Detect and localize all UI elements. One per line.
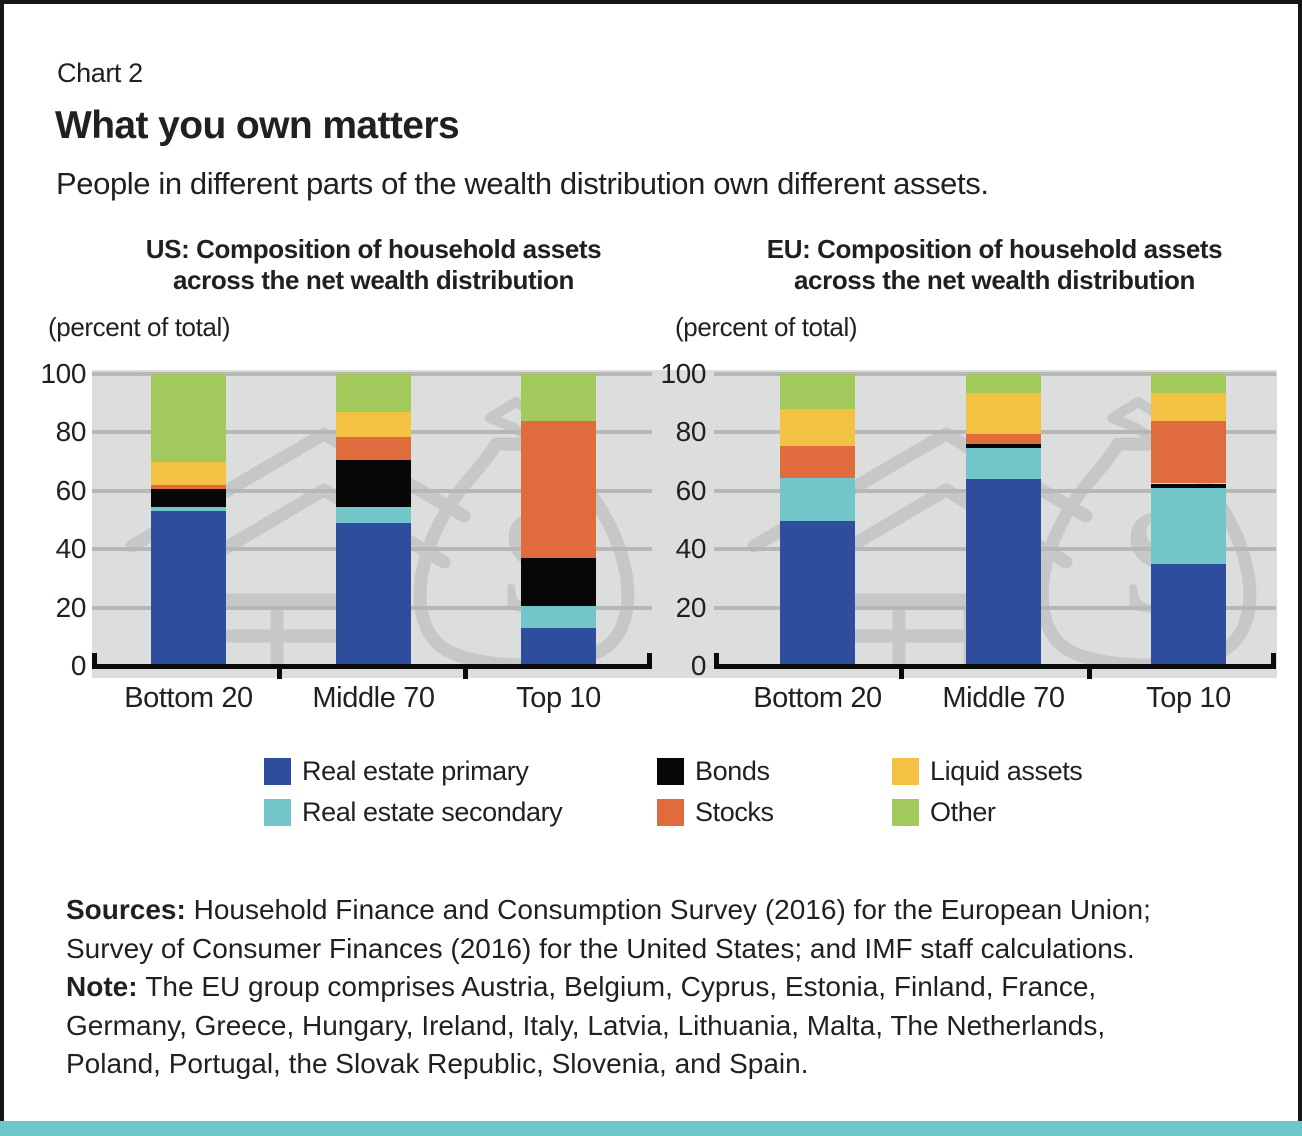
bar-segment-us-1-stocks <box>336 436 411 461</box>
bar-segment-us-2-real-estate-secondary <box>521 606 596 629</box>
legend-label-stocks: Stocks <box>695 797 774 827</box>
note-line: Note: The EU group comprises Austria, Be… <box>66 971 1097 1002</box>
bar-segment-eu-0-stocks <box>780 445 855 478</box>
figure-title: What you own matters <box>55 104 460 147</box>
bar-segment-eu-2-real-estate-secondary <box>1151 487 1226 564</box>
bar-segment-us-1-real-estate-secondary <box>336 506 411 523</box>
x-axis-right-end <box>647 653 652 669</box>
us-panel-title-line1: US: Composition of household assets <box>145 234 602 264</box>
y-tick-label-80: 80 <box>675 416 707 448</box>
y-tick-label-80: 80 <box>55 416 87 448</box>
x-category-label-top-10: Top 10 <box>516 682 601 714</box>
bar-segment-eu-0-real-estate-secondary <box>780 477 855 522</box>
x-category-label-top-10: Top 10 <box>1146 682 1231 714</box>
y-tick-label-60: 60 <box>675 474 707 506</box>
y-tick-label-20: 20 <box>675 591 707 623</box>
y-tick-label-0: 0 <box>70 650 87 681</box>
legend-label-other: Other <box>930 797 996 827</box>
bar-segment-us-1-liquid-assets <box>336 411 411 437</box>
x-category-label-bottom-20: Bottom 20 <box>753 682 882 714</box>
bar-segment-us-0-real-estate-secondary <box>151 506 226 512</box>
source-note-block: Sources: Household Finance and Consumpti… <box>66 891 1286 1084</box>
bar-segment-eu-0-real-estate-primary <box>780 521 855 666</box>
note-line: Germany, Greece, Hungary, Ireland, Italy… <box>66 1009 1106 1041</box>
eu-panel-title-line1: EU: Composition of household assets <box>766 234 1223 264</box>
legend-swatch-real-estate-primary <box>264 758 291 785</box>
bar-segment-eu-2-stocks <box>1151 420 1226 484</box>
bar-segment-eu-1-stocks <box>966 433 1041 445</box>
note-line: Sources: Household Finance and Consumpti… <box>66 894 1151 925</box>
us-panel-title-line2: across the net wealth distribution <box>172 265 575 295</box>
eu-unit-label: (percent of total) <box>675 312 858 342</box>
legend-label-liquid-assets: Liquid assets <box>930 756 1083 786</box>
bar-segment-eu-1-real-estate-primary <box>966 479 1041 666</box>
bar-segment-eu-2-other <box>1151 374 1226 393</box>
y-tick-label-20: 20 <box>55 591 87 623</box>
us-panel-title: US: Composition of household assets acro… <box>92 234 655 296</box>
bar-segment-eu-1-bonds <box>966 444 1041 449</box>
bar-segment-eu-0-liquid-assets <box>780 409 855 446</box>
x-axis-right-end <box>1271 653 1276 669</box>
bar-segment-us-2-real-estate-primary <box>521 628 596 666</box>
bar-segment-eu-2-bonds <box>1151 483 1226 488</box>
bottom-accent-strip <box>0 1121 1302 1136</box>
bar-segment-us-2-other <box>521 374 596 421</box>
bar-segment-us-2-stocks <box>521 420 596 558</box>
y-tick-label-100: 100 <box>40 358 86 389</box>
x-axis-tick <box>276 669 282 679</box>
bar-segment-us-0-other <box>151 374 226 462</box>
legend-label-real-estate-primary: Real estate primary <box>302 756 529 786</box>
x-category-label-middle-70: Middle 70 <box>312 682 435 714</box>
eu-panel-title: EU: Composition of household assets acro… <box>713 234 1276 296</box>
x-axis <box>92 664 652 669</box>
figure-subtitle: People in different parts of the wealth … <box>56 166 989 201</box>
legend-swatch-stocks <box>657 799 684 826</box>
bar-segment-us-0-liquid-assets <box>151 461 226 485</box>
x-category-label-middle-70: Middle 70 <box>942 682 1065 714</box>
bar-segment-eu-1-real-estate-secondary <box>966 448 1041 480</box>
note-line: Survey of Consumer Finances (2016) for t… <box>66 932 1135 964</box>
legend-swatch-bonds <box>657 758 684 785</box>
legend-label-bonds: Bonds <box>695 756 770 786</box>
x-axis-tick <box>899 669 905 679</box>
bar-segment-us-2-bonds <box>521 557 596 607</box>
bar-segment-us-0-stocks <box>151 484 226 490</box>
legend-swatch-liquid-assets <box>892 758 919 785</box>
legend-label-real-estate-secondary: Real estate secondary <box>302 797 563 827</box>
bar-segment-eu-1-liquid-assets <box>966 392 1041 434</box>
us-unit-label: (percent of total) <box>48 312 231 342</box>
bar-segment-us-1-bonds <box>336 460 411 507</box>
y-tick-label-0: 0 <box>690 650 707 681</box>
bar-segment-eu-0-other <box>780 374 855 410</box>
bar-segment-us-1-other <box>336 374 411 412</box>
legend-swatch-other <box>892 799 919 826</box>
bar-segment-eu-2-liquid-assets <box>1151 392 1226 421</box>
y-tick-label-100: 100 <box>660 358 706 389</box>
y-tick-label-40: 40 <box>55 533 87 565</box>
x-axis <box>714 664 1276 669</box>
legend-swatch-real-estate-secondary <box>264 799 291 826</box>
x-axis-left-end <box>714 653 719 669</box>
x-axis-tick <box>463 669 469 679</box>
x-axis-left-end <box>92 653 97 669</box>
bar-segment-us-1-real-estate-primary <box>336 522 411 666</box>
eu-panel-title-line2: across the net wealth distribution <box>793 265 1196 295</box>
x-category-label-bottom-20: Bottom 20 <box>124 682 253 714</box>
note-line: Poland, Portugal, the Slovak Republic, S… <box>66 1048 809 1079</box>
x-axis-tick <box>1086 669 1092 679</box>
bar-segment-us-0-real-estate-primary <box>151 511 226 666</box>
bar-segment-us-0-bonds <box>151 489 226 507</box>
chart-number-label: Chart 2 <box>57 58 143 88</box>
y-tick-label-60: 60 <box>55 474 87 506</box>
y-tick-label-40: 40 <box>675 533 707 565</box>
bar-segment-eu-2-real-estate-primary <box>1151 563 1226 666</box>
bar-segment-eu-1-other <box>966 374 1041 393</box>
